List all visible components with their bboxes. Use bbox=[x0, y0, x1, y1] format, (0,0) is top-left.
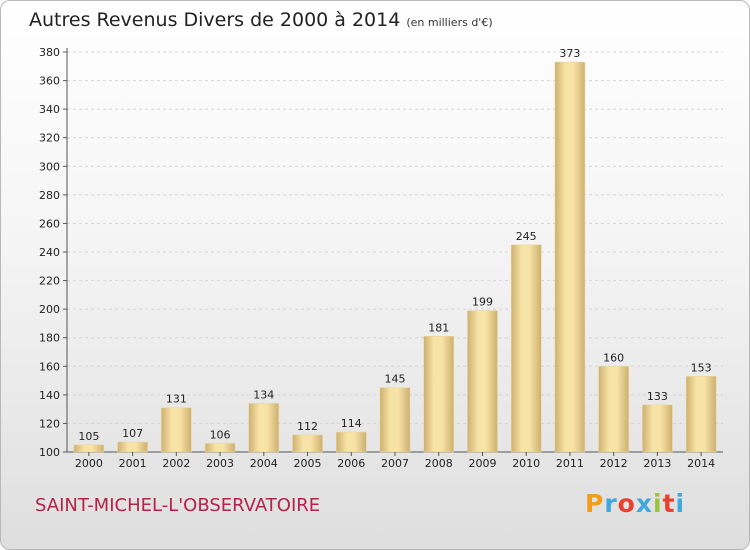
x-tick-label-2005: 2005 bbox=[294, 457, 322, 470]
y-tick-label: 340 bbox=[39, 103, 60, 116]
data-label-2008: 181 bbox=[428, 321, 449, 334]
x-tick-label-2001: 2001 bbox=[119, 457, 147, 470]
y-tick-label: 220 bbox=[39, 275, 60, 288]
x-tick-label-2014: 2014 bbox=[687, 457, 715, 470]
logo-letter: x bbox=[635, 489, 653, 518]
bar-2006 bbox=[336, 431, 367, 453]
bar-2003 bbox=[204, 443, 236, 453]
data-label-2007: 145 bbox=[385, 373, 406, 386]
y-tick-label: 120 bbox=[39, 417, 60, 430]
logo-letter: r bbox=[604, 489, 618, 518]
y-tick-label: 180 bbox=[39, 332, 60, 345]
x-tick-label-2000: 2000 bbox=[75, 457, 103, 470]
data-label-2012: 160 bbox=[603, 351, 624, 364]
logo-letter: t bbox=[662, 489, 676, 518]
y-tick-label: 280 bbox=[39, 189, 60, 202]
y-tick-label: 200 bbox=[39, 303, 60, 316]
y-tick-label: 300 bbox=[39, 160, 60, 173]
x-tick-label-2013: 2013 bbox=[643, 457, 671, 470]
logo-letter: i bbox=[653, 489, 663, 518]
chart-title: Autres Revenus Divers de 2000 à 2014 (en … bbox=[29, 9, 493, 31]
logo-letter: i bbox=[675, 489, 686, 518]
data-label-2000: 105 bbox=[78, 430, 99, 443]
x-tick-label-2002: 2002 bbox=[162, 457, 190, 470]
y-tick-label: 160 bbox=[39, 360, 60, 373]
bar-2000 bbox=[73, 444, 105, 453]
x-tick-label-2012: 2012 bbox=[600, 457, 628, 470]
bar-2008 bbox=[423, 336, 454, 453]
bar-2002 bbox=[161, 407, 192, 453]
x-tick-label-2006: 2006 bbox=[337, 457, 365, 470]
logo-letter: o bbox=[617, 489, 636, 518]
proxiti-logo: Proxiti bbox=[585, 489, 685, 518]
chart-title-text: Autres Revenus Divers de 2000 à 2014 bbox=[29, 9, 401, 31]
y-tick-label: 320 bbox=[39, 132, 60, 145]
y-tick-label: 380 bbox=[39, 46, 60, 59]
data-label-2006: 114 bbox=[341, 417, 362, 430]
data-label-2011: 373 bbox=[559, 47, 580, 60]
y-tick-label: 360 bbox=[39, 75, 60, 88]
bar-2005 bbox=[292, 434, 323, 453]
x-tick-label-2003: 2003 bbox=[206, 457, 234, 470]
data-label-2014: 153 bbox=[691, 361, 712, 374]
data-label-2013: 133 bbox=[647, 390, 668, 403]
x-tick-label-2009: 2009 bbox=[468, 457, 496, 470]
bar-2009 bbox=[467, 310, 498, 453]
y-tick-label: 100 bbox=[39, 446, 60, 459]
bar-2013 bbox=[642, 404, 673, 453]
data-label-2005: 112 bbox=[297, 420, 318, 433]
x-tick-label-2011: 2011 bbox=[556, 457, 584, 470]
bar-2001 bbox=[117, 441, 148, 453]
bar-2010 bbox=[510, 244, 542, 453]
bar-2012 bbox=[598, 366, 629, 453]
bar-2007 bbox=[379, 387, 411, 453]
data-label-2009: 199 bbox=[472, 296, 493, 309]
logo-letter: P bbox=[585, 489, 605, 518]
x-tick-label-2010: 2010 bbox=[512, 457, 540, 470]
x-tick-label-2007: 2007 bbox=[381, 457, 409, 470]
data-label-2004: 134 bbox=[253, 388, 274, 401]
data-label-2002: 131 bbox=[166, 393, 187, 406]
bar-2011 bbox=[554, 61, 586, 453]
data-label-2003: 106 bbox=[210, 428, 231, 441]
bar-2014 bbox=[685, 376, 717, 453]
data-label-2001: 107 bbox=[122, 427, 143, 440]
y-tick-label: 240 bbox=[39, 246, 60, 259]
y-tick-label: 260 bbox=[39, 217, 60, 230]
y-tick-label: 140 bbox=[39, 389, 60, 402]
x-tick-label-2004: 2004 bbox=[250, 457, 278, 470]
x-tick-label-2008: 2008 bbox=[425, 457, 453, 470]
bar-2004 bbox=[248, 403, 280, 453]
commune-name: SAINT-MICHEL-L'OBSERVATOIRE bbox=[35, 495, 321, 516]
data-label-2010: 245 bbox=[516, 230, 537, 243]
chart-unit: (en milliers d'€) bbox=[406, 16, 493, 29]
